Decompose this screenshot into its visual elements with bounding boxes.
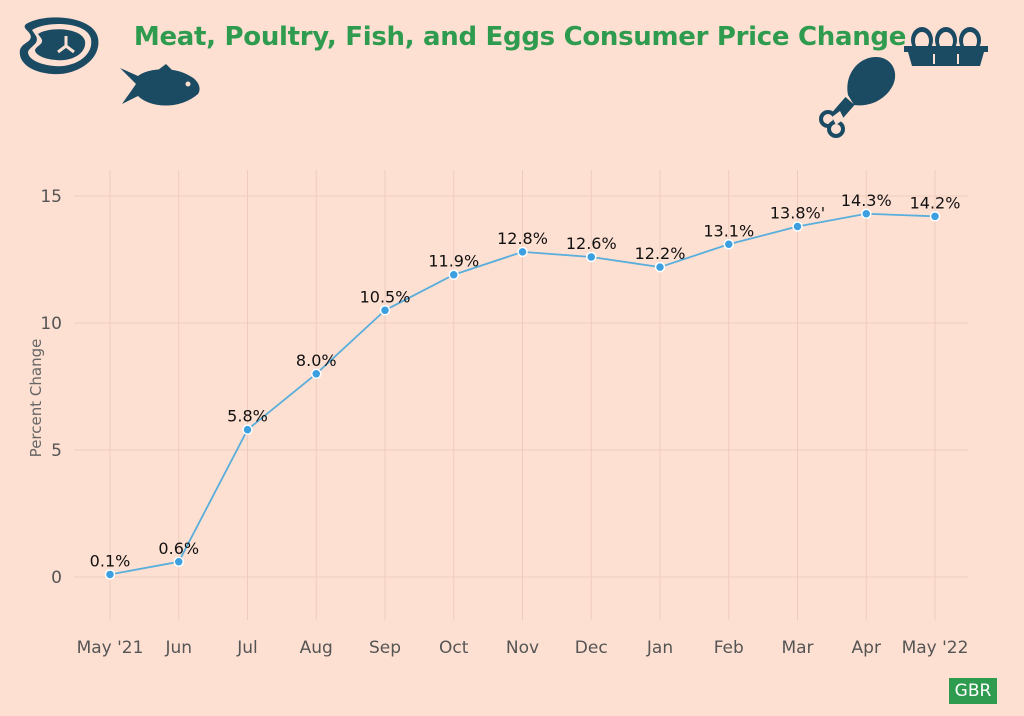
- data-label: 14.2%: [910, 193, 961, 212]
- data-label: 0.6%: [158, 539, 199, 558]
- data-label: 13.8%': [770, 203, 825, 222]
- data-label: 5.8%: [227, 407, 268, 426]
- data-point: [792, 221, 803, 232]
- data-point: [242, 424, 253, 435]
- data-point: [861, 208, 872, 220]
- y-tick-label: 15: [40, 187, 62, 207]
- y-axis-label: Percent Change: [27, 339, 45, 458]
- data-label: 14.3%: [841, 191, 892, 210]
- data-point: [311, 368, 322, 380]
- data-point: [379, 305, 391, 316]
- chicken-leg-icon: [819, 57, 896, 138]
- data-label: 12.6%: [566, 234, 617, 253]
- data-point: [723, 239, 734, 250]
- x-tick-label: May '22: [902, 638, 969, 658]
- data-point: [586, 251, 597, 263]
- data-points: [104, 208, 941, 580]
- data-label: 13.1%: [703, 221, 754, 240]
- source-badge: GBR: [949, 678, 997, 704]
- x-axis: May '21 Jun Jul Aug Sep Oct Nov Dec Jan Feb Mar Apr…: [77, 638, 969, 658]
- y-tick-label: 5: [51, 441, 62, 461]
- data-point: [448, 269, 459, 280]
- data-point: [654, 261, 666, 273]
- x-tick-label: Oct: [439, 638, 469, 658]
- data-label: 0.1%: [90, 551, 131, 570]
- chart-title: Meat, Poultry, Fish, and Eggs Consumer P…: [133, 22, 907, 52]
- steak-icon: [19, 17, 99, 75]
- x-tick-label: Apr: [852, 638, 881, 658]
- data-point: [173, 556, 184, 568]
- x-tick-label: Mar: [781, 638, 813, 658]
- data-point: [104, 569, 116, 580]
- data-point: [517, 246, 528, 258]
- x-tick-label: Jan: [646, 638, 673, 658]
- egg-carton-icon: [904, 27, 988, 66]
- x-tick-label: Jul: [236, 638, 258, 658]
- data-label: 11.9%: [428, 252, 479, 271]
- x-tick-label: Nov: [506, 638, 539, 658]
- x-tick-label: Jun: [164, 638, 192, 658]
- data-label: 12.2%: [635, 244, 686, 263]
- x-tick-label: May '21: [77, 638, 144, 658]
- x-tick-label: Dec: [575, 638, 608, 658]
- data-label: 8.0%: [296, 351, 337, 370]
- data-point: [929, 211, 941, 222]
- fish-icon: [120, 64, 200, 106]
- data-label: 12.8%: [497, 229, 548, 248]
- y-tick-label: 10: [40, 314, 62, 334]
- data-label: 10.5%: [360, 287, 411, 306]
- y-tick-label: 0: [51, 568, 62, 588]
- x-tick-label: Aug: [300, 638, 333, 658]
- chart-grid: [74, 170, 968, 620]
- x-tick-label: Feb: [714, 638, 744, 658]
- y-axis: 0 5 10 15: [40, 187, 62, 588]
- x-tick-label: Sep: [369, 638, 401, 658]
- data-labels: 0.1% 0.6% 5.8% 8.0% 10.5% 11.9% 12.8% 12.6% 12.2…: [90, 191, 961, 571]
